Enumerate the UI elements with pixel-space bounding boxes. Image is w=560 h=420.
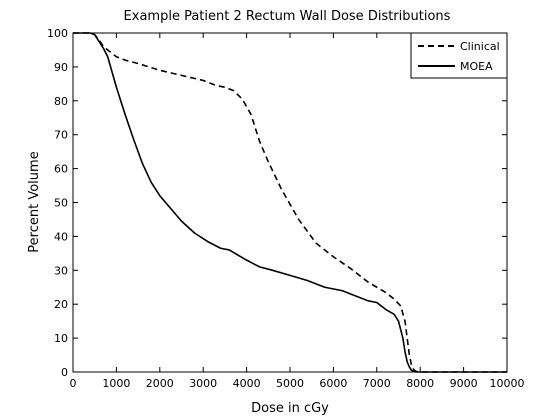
y-tick-label: 70	[54, 129, 68, 142]
y-tick-label: 40	[54, 230, 68, 243]
x-tick-label: 6000	[319, 377, 347, 390]
y-tick-label: 80	[54, 95, 68, 108]
y-axis-label: Percent Volume	[27, 151, 42, 252]
plot-area	[72, 32, 508, 373]
x-axis: 0 1000 2000 3000 4000 5000 6000 7000 8000 9000 100…	[70, 33, 525, 390]
y-tick-label: 60	[54, 163, 68, 176]
x-tick-label: 9000	[450, 377, 478, 390]
x-tick-label: 7000	[363, 377, 391, 390]
x-tick-label: 0	[70, 377, 77, 390]
x-tick-label: 8000	[406, 377, 434, 390]
series-lines	[73, 32, 507, 373]
series-line-moea	[73, 32, 507, 373]
x-tick-label: 3000	[189, 377, 217, 390]
x-tick-label: 5000	[276, 377, 304, 390]
series-line-clinical	[73, 32, 507, 373]
x-tick-label: 4000	[233, 377, 261, 390]
legend-label-clinical: Clinical	[460, 40, 500, 53]
chart-title: Example Patient 2 Rectum Wall Dose Distr…	[124, 9, 451, 24]
legend: Clinical MOEA	[410, 32, 508, 79]
x-tick-label: 10000	[490, 377, 525, 390]
x-tick-label: 1000	[102, 377, 130, 390]
y-tick-label: 0	[61, 366, 68, 379]
x-tick-label: 2000	[146, 377, 174, 390]
legend-label-moea: MOEA	[460, 60, 493, 73]
y-tick-label: 20	[54, 298, 68, 311]
x-axis-label: Dose in cGy	[251, 401, 329, 416]
y-tick-label: 100	[47, 27, 68, 40]
y-tick-label: 50	[54, 197, 68, 210]
y-tick-label: 10	[54, 332, 68, 345]
legend-box	[410, 32, 508, 79]
y-tick-label: 30	[54, 264, 68, 277]
y-tick-label: 90	[54, 61, 68, 74]
